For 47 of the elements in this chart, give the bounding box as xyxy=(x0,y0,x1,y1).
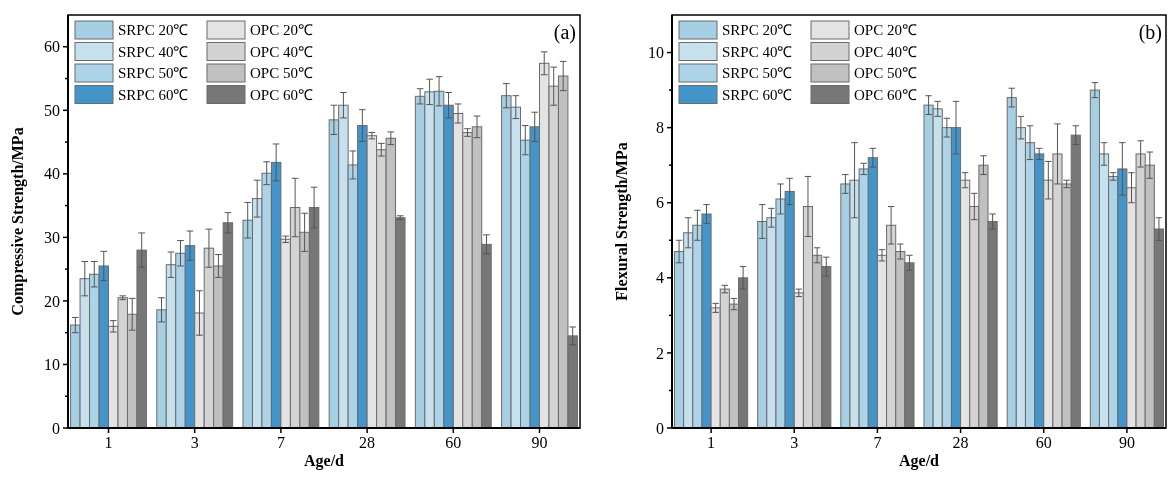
legend-label: OPC 20℃ xyxy=(854,22,917,39)
x-tick-label: 60 xyxy=(1035,434,1052,451)
x-tick-label: 3 xyxy=(790,434,799,451)
y-tick-label: 6 xyxy=(656,194,664,212)
x-tick-label: 28 xyxy=(952,434,969,451)
y-tick-label: 10 xyxy=(44,356,60,374)
legend-label: SRPC 40℃ xyxy=(118,43,189,60)
legend-label: SRPC 60℃ xyxy=(722,86,793,103)
y-tick-label: 40 xyxy=(44,165,60,183)
x-tick-label: 1 xyxy=(707,434,716,451)
legend-label: OPC 60℃ xyxy=(854,86,917,103)
y-tick-label: 30 xyxy=(44,228,60,246)
legend-label: OPC 60℃ xyxy=(250,86,313,103)
legend-label: SRPC 20℃ xyxy=(118,22,189,39)
legend-label: SRPC 20℃ xyxy=(722,22,793,39)
x-tick-label: 1 xyxy=(104,434,113,451)
x-axis-title: Age/d xyxy=(304,452,345,470)
x-tick-label: 7 xyxy=(873,434,882,451)
y-axis-title: Compressive Strength/MPa xyxy=(9,127,27,316)
x-tick-label: 60 xyxy=(445,434,462,451)
chart-title: (a) xyxy=(553,21,576,44)
x-tick-label: 90 xyxy=(1118,434,1135,451)
y-tick-label: 0 xyxy=(656,419,664,437)
legend-label: OPC 20℃ xyxy=(250,22,313,39)
x-tick-label: 90 xyxy=(531,434,548,451)
legend-label: OPC 40℃ xyxy=(250,43,313,60)
y-tick-label: 8 xyxy=(656,119,664,137)
legend-label: SRPC 40℃ xyxy=(722,43,793,60)
legend-label: SRPC 50℃ xyxy=(722,65,793,82)
x-tick-label: 3 xyxy=(190,434,199,451)
y-tick-label: 2 xyxy=(656,344,664,362)
legend-label: OPC 40℃ xyxy=(854,43,917,60)
legend-label: SRPC 60℃ xyxy=(118,86,189,103)
chart-title: (b) xyxy=(1138,21,1162,44)
y-tick-label: 20 xyxy=(44,292,60,310)
x-axis-title: Age/d xyxy=(899,452,940,470)
legend-label: OPC 50℃ xyxy=(250,65,313,82)
y-tick-label: 50 xyxy=(44,101,60,119)
legend-label: OPC 50℃ xyxy=(854,65,917,82)
x-tick-label: 28 xyxy=(359,434,376,451)
y-axis-title: Flexural Strength/MPa xyxy=(613,142,631,301)
legend-label: SRPC 50℃ xyxy=(118,65,189,82)
y-tick-label: 60 xyxy=(44,38,60,56)
y-tick-label: 4 xyxy=(656,269,664,287)
y-tick-label: 10 xyxy=(648,44,664,62)
x-tick-label: 7 xyxy=(276,434,285,451)
y-tick-label: 0 xyxy=(52,419,60,437)
